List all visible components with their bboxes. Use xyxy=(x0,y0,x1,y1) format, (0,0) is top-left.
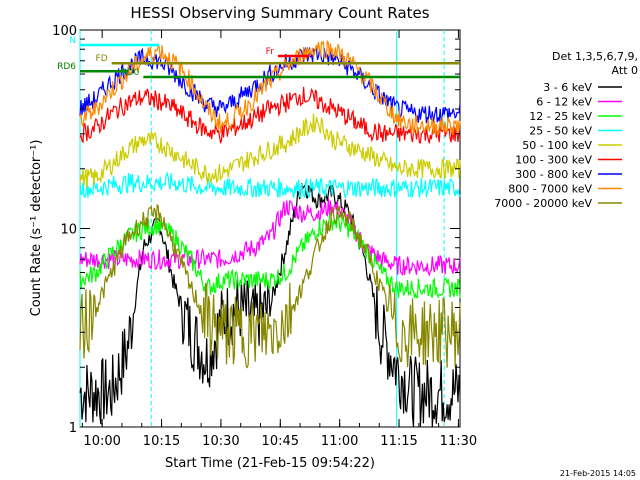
series-line-3 xyxy=(79,170,461,199)
flag-label-3: RD0 xyxy=(120,68,139,78)
y-tick-label-1: 10 xyxy=(60,223,77,238)
series-line-8 xyxy=(79,203,461,369)
legend: Det 1,3,5,6,7,9,Att 0 3 - 6 keV 6 - 12 keV… xyxy=(494,50,638,210)
series-line-4 xyxy=(79,113,461,188)
legend-label-0: 3 - 6 keV xyxy=(543,81,592,94)
footer-timestamp: 21-Feb-2015 14:05 xyxy=(559,469,636,478)
flag-lines: FD Fr N RD0 RD6 xyxy=(57,36,460,79)
legend-label-3: 25 - 50 keV xyxy=(529,125,592,138)
x-tick-label-1: 10:15 xyxy=(143,434,180,449)
x-tick-label-2: 10:30 xyxy=(202,434,239,449)
x-tick-label-6: 11:30 xyxy=(440,434,477,449)
flag-label-2: N xyxy=(69,36,76,46)
y-tick-label-2: 100 xyxy=(52,24,77,39)
flag-label-0: FD xyxy=(96,54,108,64)
legend-header-1: Att 0 xyxy=(612,64,638,77)
x-axis-label: Start Time (21-Feb-15 09:54:22) xyxy=(165,456,375,471)
legend-header-0: Det 1,3,5,6,7,9, xyxy=(552,50,638,63)
flag-label-4: RD6 xyxy=(57,62,76,72)
y-axis-label: Count Rate (s⁻¹ detector⁻¹) xyxy=(29,140,44,317)
legend-label-2: 12 - 25 keV xyxy=(529,110,592,123)
series-line-5 xyxy=(79,86,461,144)
flag-label-1: Fr xyxy=(266,47,275,57)
legend-label-7: 800 - 7000 keV xyxy=(508,183,592,196)
x-tick-label-4: 11:00 xyxy=(321,434,358,449)
legend-label-5: 100 - 300 keV xyxy=(515,154,592,167)
legend-label-4: 50 - 100 keV xyxy=(522,139,592,152)
series-line-7 xyxy=(79,40,461,136)
y-tick-label-0: 1 xyxy=(69,421,77,436)
series-line-2 xyxy=(79,213,461,299)
legend-label-1: 6 - 12 keV xyxy=(536,96,592,109)
x-tick-label-5: 11:15 xyxy=(380,434,417,449)
x-tick-label-3: 10:45 xyxy=(262,434,299,449)
chart-title: HESSI Observing Summary Count Rates xyxy=(130,4,429,22)
series-line-0 xyxy=(79,182,461,428)
x-axis: 10:00 10:15 10:30 10:45 11:00 11:15 11:30 xyxy=(81,30,477,449)
series-line-1 xyxy=(79,198,461,277)
legend-label-8: 7000 - 20000 keV xyxy=(494,197,592,210)
x-tick-label-0: 10:00 xyxy=(83,434,120,449)
legend-label-6: 300 - 800 keV xyxy=(515,168,592,181)
series-layer xyxy=(79,40,461,428)
y-axis: 1 10 100 xyxy=(52,24,460,436)
